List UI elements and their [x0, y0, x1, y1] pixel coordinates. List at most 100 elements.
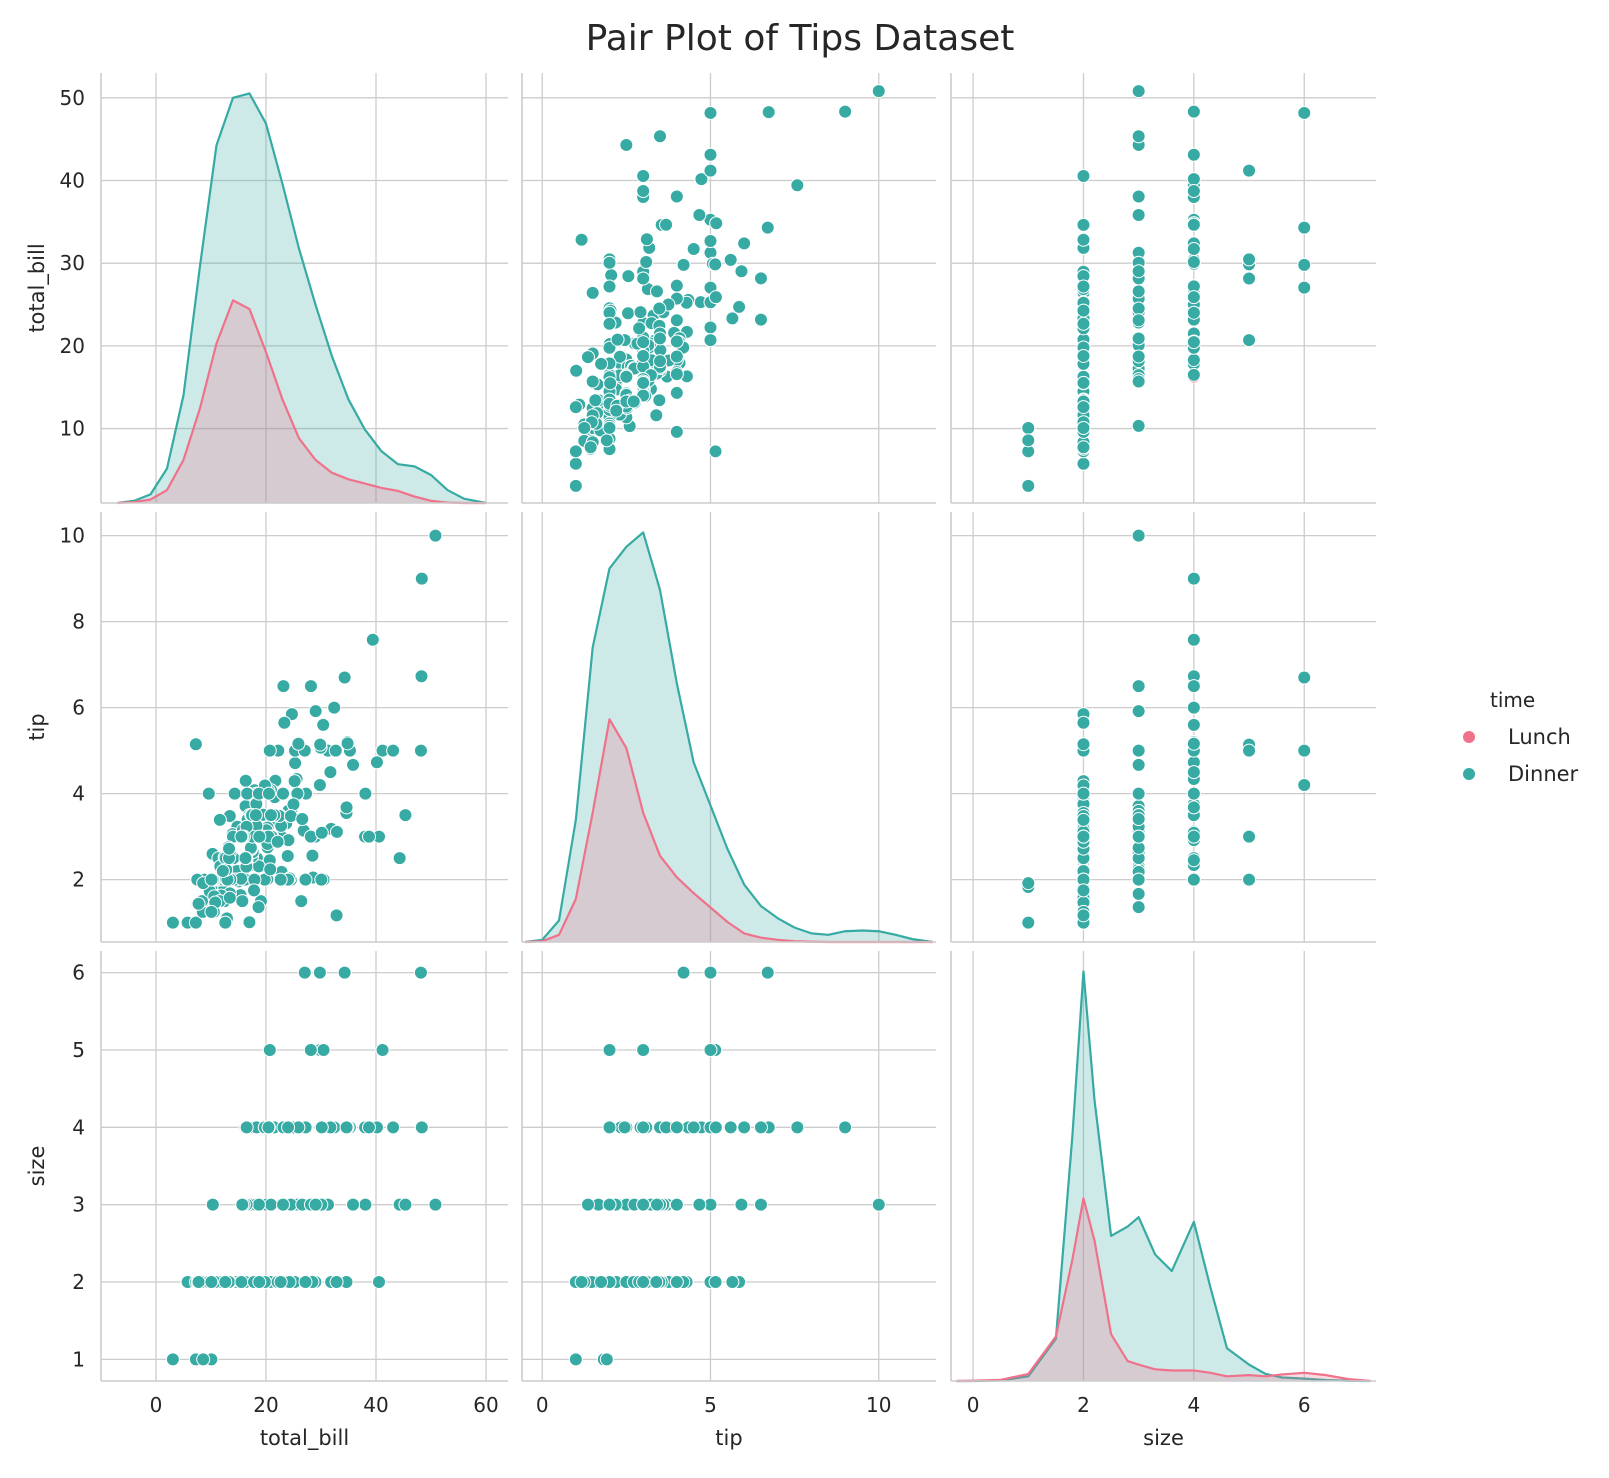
- point-dinner: [708, 1120, 723, 1135]
- point-dinner: [235, 894, 250, 909]
- point-dinner: [669, 367, 684, 382]
- point-dinner: [1076, 812, 1091, 827]
- point-dinner: [1021, 420, 1036, 435]
- point-dinner: [602, 1197, 617, 1212]
- point-dinner: [636, 335, 651, 350]
- tick-label-x: 0: [150, 1393, 163, 1417]
- point-dinner: [1131, 786, 1146, 801]
- point-dinner: [1131, 264, 1146, 279]
- point-dinner: [314, 872, 329, 887]
- point-dinner: [1242, 163, 1257, 178]
- point-dinner: [234, 1275, 249, 1290]
- point-dinner: [362, 1120, 377, 1135]
- point-dinner: [734, 264, 749, 279]
- point-dinner: [594, 356, 609, 371]
- point-dinner: [1131, 313, 1146, 328]
- point-dinner: [1076, 883, 1091, 898]
- point-dinner: [732, 299, 747, 314]
- tick-label-x: 0: [967, 1393, 980, 1417]
- point-dinner: [703, 965, 718, 980]
- legend: time Lunch Dinner: [1463, 688, 1579, 786]
- point-dinner: [602, 1120, 617, 1135]
- point-dinner: [281, 1120, 296, 1135]
- point-dinner: [247, 883, 262, 898]
- point-dinner: [1131, 374, 1146, 389]
- point-dinner: [291, 736, 306, 751]
- point-dinner: [790, 1120, 805, 1135]
- point-dinner: [1076, 715, 1091, 730]
- point-dinner: [308, 704, 323, 719]
- point-dinner: [636, 1120, 651, 1135]
- point-dinner: [339, 1120, 354, 1135]
- point-dinner: [188, 737, 203, 752]
- point-dinner: [191, 896, 206, 911]
- point-dinner: [636, 1197, 651, 1212]
- point-dinner: [263, 1197, 278, 1212]
- point-dinner: [305, 848, 320, 863]
- point-dinner: [1076, 375, 1091, 390]
- point-dinner: [1076, 168, 1091, 183]
- point-dinner: [621, 269, 636, 284]
- point-dinner: [568, 400, 583, 415]
- point-dinner: [669, 424, 684, 439]
- point-dinner: [1131, 704, 1146, 719]
- point-dinner: [1021, 478, 1036, 493]
- tick-label-x: 10: [866, 1393, 891, 1417]
- kde-fill-dinner: [956, 971, 1371, 1381]
- point-dinner: [201, 786, 216, 801]
- point-dinner: [327, 700, 342, 715]
- tick-label-y: 4: [72, 782, 85, 806]
- point-dinner: [369, 755, 384, 770]
- point-dinner: [276, 679, 291, 694]
- point-dinner: [346, 757, 361, 772]
- point-dinner: [1186, 872, 1201, 887]
- point-dinner: [1242, 252, 1257, 267]
- point-dinner: [1076, 316, 1091, 331]
- axis-label-total-bill: total_bill: [25, 243, 50, 332]
- point-dinner: [218, 1275, 233, 1290]
- panel-size-vs-tip: 0 5 10 tip: [521, 951, 936, 1450]
- point-dinner: [337, 965, 352, 980]
- point-dinner: [196, 1352, 211, 1367]
- point-dinner: [734, 1197, 749, 1212]
- point-dinner: [703, 163, 718, 178]
- point-dinner: [580, 350, 595, 365]
- axis-label-size: size: [25, 1146, 49, 1187]
- tick-label-y: 30: [60, 251, 85, 275]
- point-dinner: [191, 1275, 206, 1290]
- point-dinner: [188, 915, 203, 930]
- tick-label-x: 2: [1077, 1393, 1090, 1417]
- axis-label-size: size: [1143, 1426, 1184, 1450]
- point-dinner: [1021, 433, 1036, 448]
- kde-fill-lunch: [525, 719, 933, 942]
- point-dinner: [639, 255, 654, 270]
- point-dinner: [1076, 456, 1091, 471]
- point-dinner: [1021, 876, 1036, 891]
- tick-label-x: 0: [536, 1393, 549, 1417]
- point-dinner: [574, 232, 589, 247]
- tick-label-y: 4: [72, 1115, 85, 1139]
- point-dinner: [1186, 700, 1201, 715]
- point-dinner: [1131, 872, 1146, 887]
- point-dinner: [1131, 84, 1146, 99]
- point-dinner: [1242, 333, 1257, 348]
- point-dinner: [649, 1275, 664, 1290]
- point-dinner: [636, 184, 651, 199]
- point-dinner: [414, 571, 429, 586]
- panel-total-bill-vs-size: [950, 73, 1376, 504]
- point-dinner: [303, 1042, 318, 1057]
- point-dinner: [723, 1120, 738, 1135]
- point-dinner: [413, 743, 428, 758]
- point-dinner: [1297, 670, 1312, 685]
- panel-total-bill-vs-total-bill: 10 20 30 40 50 total_bill: [25, 73, 508, 505]
- point-dinner: [329, 824, 344, 839]
- tick-label-y: 20: [60, 334, 85, 358]
- point-dinner: [1186, 829, 1201, 844]
- point-dinner: [585, 374, 600, 389]
- point-dinner: [569, 363, 584, 378]
- point-dinner: [725, 1275, 740, 1290]
- point-dinner: [838, 104, 853, 119]
- point-dinner: [612, 349, 627, 364]
- point-dinner: [222, 890, 237, 905]
- point-dinner: [298, 1275, 313, 1290]
